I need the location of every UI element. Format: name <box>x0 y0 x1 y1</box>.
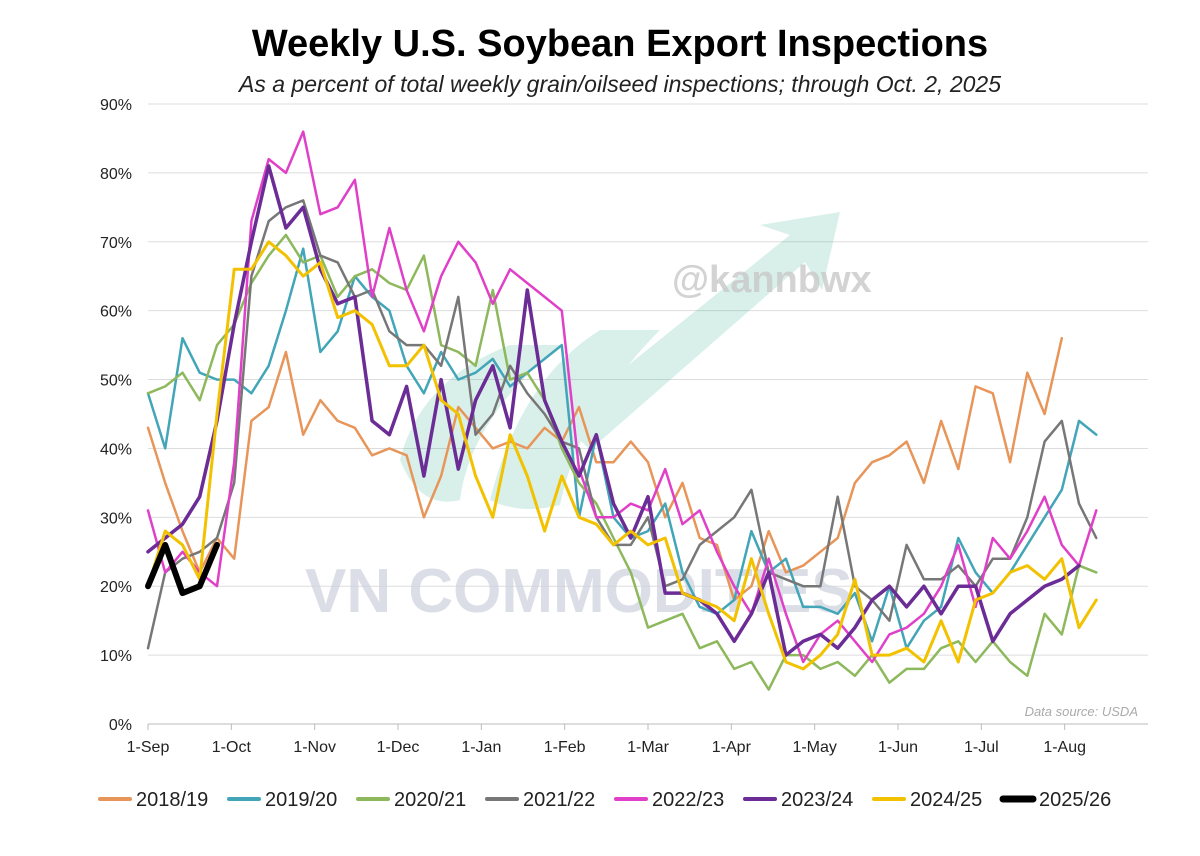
legend-item-2025-26: 2025/26 <box>999 789 1111 811</box>
y-tick-label: 50% <box>100 373 132 390</box>
legend: 2018/19 2019/20 2020/21 2021/22 2022/23 2023/… <box>98 789 1111 811</box>
x-tick-label: 1-Sep <box>127 739 170 756</box>
legend-item-2023-24: 2023/24 <box>743 789 853 811</box>
x-tick-label: 1-Mar <box>627 739 669 756</box>
legend-item-2024-25: 2024/25 <box>872 789 982 811</box>
series-line-2024-25 <box>146 240 1098 671</box>
y-tick-label: 0% <box>109 717 132 734</box>
legend-label: 2019/20 <box>265 789 337 811</box>
legend-label: 2023/24 <box>781 789 853 811</box>
x-tick-label: 1-Oct <box>212 739 252 756</box>
watermark-group: @kannbwx VN COMMODITIES <box>305 212 872 626</box>
x-tick-label: 1-Jun <box>878 739 918 756</box>
y-tick-label: 90% <box>100 97 132 114</box>
x-tick-label: 1-Nov <box>293 739 336 756</box>
legend-label: 2018/19 <box>136 789 208 811</box>
x-tick-label: 1-May <box>792 739 836 756</box>
legend-item-2021-22: 2021/22 <box>485 789 595 811</box>
legend-label: 2021/22 <box>523 789 595 811</box>
watermark-handle: @kannbwx <box>672 259 872 301</box>
y-tick-label: 40% <box>100 441 132 458</box>
x-tick-label: 1-Apr <box>712 739 752 756</box>
series-line-2025-26 <box>145 541 220 597</box>
legend-item-2020-21: 2020/21 <box>356 789 466 811</box>
y-tick-label: 60% <box>100 304 132 321</box>
y-tick-label: 80% <box>100 166 132 183</box>
chart-subtitle: As a percent of total weekly grain/oilse… <box>237 71 1001 97</box>
x-axis-tick-labels: 1-Sep 1-Oct 1-Nov 1-Dec 1-Jan 1-Feb 1-Mar 1-Apr… <box>127 724 1086 756</box>
legend-item-2022-23: 2022/23 <box>614 789 724 811</box>
x-tick-label: 1-Aug <box>1043 739 1086 756</box>
x-tick-label: 1-Dec <box>377 739 420 756</box>
y-tick-label: 70% <box>100 235 132 252</box>
y-tick-label: 30% <box>100 510 132 527</box>
x-tick-label: 1-Jan <box>461 739 501 756</box>
legend-label: 2024/25 <box>910 789 982 811</box>
legend-item-2019-20: 2019/20 <box>227 789 337 811</box>
watermark-logo <box>400 212 840 509</box>
series-line-2021-22 <box>146 199 1098 650</box>
data-source-note: Data source: USDA <box>1025 704 1138 719</box>
y-axis-tick-labels: 0% 10% 20% 30% 40% 50% 60% 70% 80% 90% <box>100 97 132 734</box>
legend-item-2018-19: 2018/19 <box>98 789 208 811</box>
series-line-2020-21 <box>146 233 1098 691</box>
y-tick-label: 10% <box>100 648 132 665</box>
series-line-2023-24 <box>146 164 1081 657</box>
legend-label: 2022/23 <box>652 789 724 811</box>
chart-title: Weekly U.S. Soybean Export Inspections <box>252 23 988 65</box>
legend-label: 2025/26 <box>1039 789 1111 811</box>
legend-label: 2020/21 <box>394 789 466 811</box>
x-tick-label: 1-Feb <box>544 739 586 756</box>
y-tick-label: 20% <box>100 579 132 596</box>
series-lines <box>145 130 1098 691</box>
series-line-2022-23 <box>146 130 1098 664</box>
x-tick-label: 1-Jul <box>964 739 999 756</box>
